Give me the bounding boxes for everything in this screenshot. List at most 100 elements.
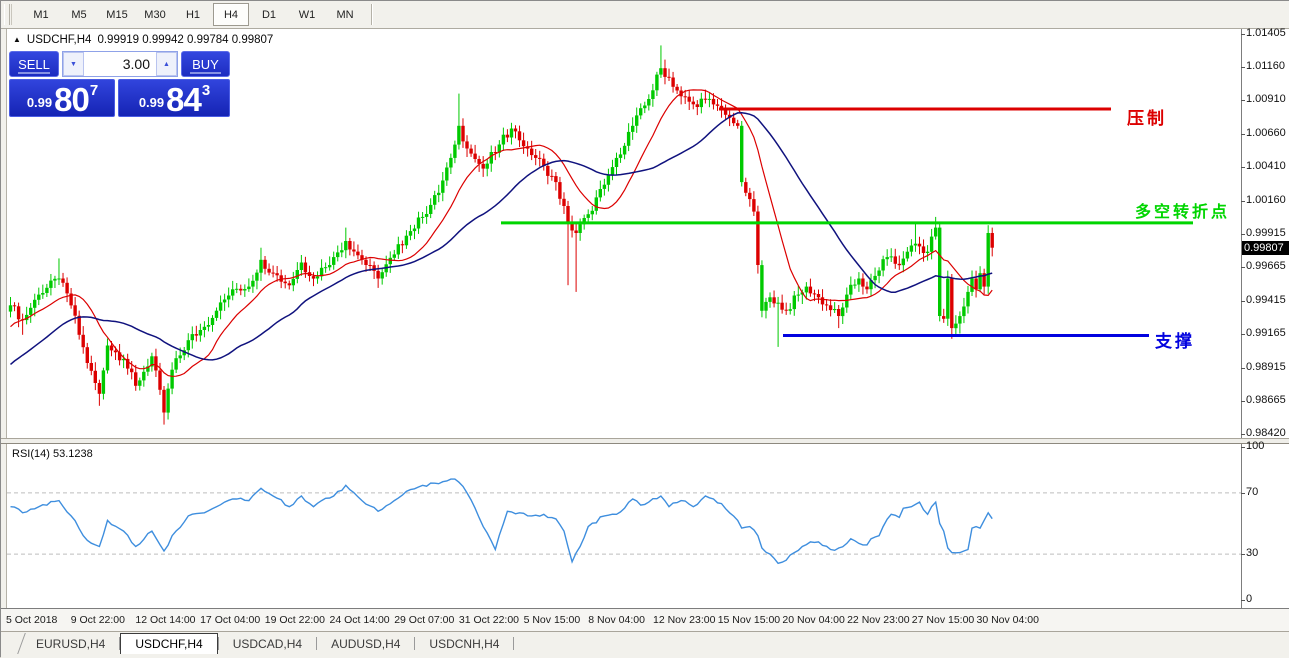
- time-axis-label: 5 Oct 2018: [6, 614, 58, 626]
- buy-price-big: 84: [166, 80, 202, 118]
- collapse-panel-icon[interactable]: ▲: [13, 34, 21, 44]
- rsi-axis-label: 100: [1240, 440, 1265, 452]
- time-axis-label: 19 Oct 22:00: [264, 614, 325, 626]
- buy-price-frac: 0.99: [138, 95, 165, 110]
- toolbar-grip2: [9, 4, 12, 25]
- toolbar-separator: [371, 4, 372, 25]
- time-axis-label: 12 Nov 23:00: [653, 614, 716, 626]
- triangle-down-icon: ▼: [70, 60, 77, 68]
- price-axis-label: 0.99915: [1241, 226, 1286, 239]
- panel-splitter[interactable]: [1, 438, 1289, 444]
- moving-average-fast: [10, 89, 993, 377]
- one-click-trade-panel: SELL ▼ 3.00 ▲ BUY 0.99 80 7 0.9: [9, 51, 230, 117]
- buy-button[interactable]: BUY: [181, 51, 230, 77]
- sell-button-label: SELL: [18, 56, 50, 72]
- price-axis-label: 1.00660: [1241, 126, 1286, 139]
- timeframe-button-h4[interactable]: H4: [213, 3, 249, 26]
- time-axis-label: 20 Nov 04:00: [782, 614, 845, 626]
- price-axis-label: 1.00910: [1241, 93, 1286, 106]
- volume-stepper: ▼ 3.00 ▲: [62, 51, 178, 77]
- price-axis-label: 0.99165: [1241, 327, 1286, 340]
- resistance-label: 压制: [1127, 109, 1167, 128]
- chart-tab-bar: EURUSD,H4 USDCHF,H4 USDCAD,H4 AUDUSD,H4 USDC…: [1, 631, 1289, 658]
- volume-input[interactable]: 3.00: [122, 56, 150, 72]
- triangle-up-icon: ▲: [163, 60, 170, 68]
- buy-price-display[interactable]: 0.99 84 3: [118, 79, 230, 117]
- rsi-axis-label: 0: [1240, 593, 1253, 605]
- timeframe-button-h1[interactable]: H1: [185, 8, 201, 21]
- price-axis-label: 0.98915: [1241, 360, 1286, 373]
- timeframe-button-m15[interactable]: M15: [106, 8, 128, 21]
- timeframe-button-m30[interactable]: M30: [144, 8, 166, 21]
- chart-tabs: EURUSD,H4 USDCHF,H4 USDCAD,H4 AUDUSD,H4 USDC…: [7, 633, 515, 654]
- trade-panel-top-row: SELL ▼ 3.00 ▲ BUY: [9, 51, 230, 77]
- time-axis-label: 17 Oct 04:00: [200, 614, 261, 626]
- time-axis-label: 24 Oct 14:00: [329, 614, 390, 626]
- chart-title: ▲ USDCHF,H4 0.99919 0.99942 0.99784 0.99…: [13, 34, 273, 46]
- tab-separator: [217, 637, 219, 650]
- price-axis-label: 0.98665: [1241, 394, 1286, 407]
- rsi-value: 53.1238: [52, 448, 93, 460]
- volume-increase-button[interactable]: ▲: [156, 52, 177, 76]
- time-axis-label: 9 Oct 22:00: [70, 614, 125, 626]
- timeframe-button-mn[interactable]: MN: [336, 8, 354, 21]
- rsi-line: [10, 478, 993, 565]
- price-axis-label: 1.00160: [1241, 193, 1286, 206]
- symbol-title: USDCHF,H4: [26, 34, 92, 46]
- timeframe-button-m5[interactable]: M5: [71, 8, 87, 21]
- rsi-name: RSI(14): [12, 448, 50, 460]
- candle-bodies: [8, 68, 994, 413]
- time-axis-label: 31 Oct 22:00: [458, 614, 520, 626]
- rsi-indicator-canvas[interactable]: [1, 444, 1241, 608]
- sell-button[interactable]: SELL: [9, 51, 59, 77]
- sell-price-display[interactable]: 0.99 80 7: [9, 79, 115, 117]
- price-axis-label: 1.01405: [1241, 27, 1286, 39]
- chart-background: [7, 29, 1289, 630]
- sell-price-big: 80: [54, 80, 90, 118]
- time-axis-label: 29 Oct 07:00: [394, 614, 455, 626]
- chart-tab-eurusd[interactable]: EURUSD,H4: [36, 636, 106, 651]
- tab-separator: [119, 637, 121, 650]
- timeframe-button-m1[interactable]: M1: [33, 8, 49, 21]
- timeframe-button-w1[interactable]: W1: [298, 8, 316, 21]
- tab-separator: [316, 637, 318, 650]
- pivot-label: 多空转折点: [1135, 204, 1231, 221]
- sell-price-pip: 7: [89, 82, 99, 99]
- price-axis-label: 0.98420: [1241, 426, 1286, 439]
- time-axis-label: 15 Nov 15:00: [717, 614, 781, 626]
- chart-tab-usdcad[interactable]: USDCAD,H4: [232, 636, 303, 651]
- tab-separator: [414, 637, 416, 650]
- price-axis-label: 1.01160: [1241, 59, 1285, 72]
- buy-button-label: BUY: [192, 56, 219, 72]
- chart-tab-usdchf[interactable]: USDCHF,H4: [120, 633, 218, 654]
- buy-underline: [190, 72, 221, 74]
- tab-separator: [513, 637, 515, 650]
- time-axis-label: 8 Nov 04:00: [588, 614, 645, 626]
- window-left-edge: [1, 29, 7, 658]
- timeframe-buttons: M1 M5 M15 M30 H1 H4 D1 W1 MN: [23, 3, 378, 26]
- current-price-label: 0.99807: [1242, 241, 1289, 255]
- chart-tab-audusd[interactable]: AUDUSD,H4: [331, 636, 401, 651]
- sell-price-frac: 0.99: [26, 95, 53, 110]
- volume-decrease-button[interactable]: ▼: [63, 52, 84, 76]
- price-axis-label: 1.00410: [1241, 160, 1286, 173]
- timeframe-toolbar: M1 M5 M15 M30 H1 H4 D1 W1 MN: [1, 1, 1289, 29]
- time-axis[interactable]: 5 Oct 2018 9 Oct 22:00 12 Oct 14:00 17 Oct …: [1, 608, 1289, 631]
- main-chart-canvas[interactable]: [1, 29, 1241, 438]
- buy-price-pip: 3: [201, 82, 211, 99]
- time-axis-label: 22 Nov 23:00: [847, 614, 910, 626]
- ohlc-values: 0.99919 0.99942 0.99784 0.99807: [97, 34, 274, 46]
- time-axis-label: 5 Nov 15:00: [523, 614, 581, 626]
- toolbar-grip[interactable]: [4, 4, 10, 25]
- rsi-axis-label: 70: [1240, 485, 1259, 498]
- price-axis-label: 0.99415: [1241, 293, 1286, 306]
- rsi-indicator-label: RSI(14) 53.1238: [12, 448, 93, 460]
- rsi-axis-label: 30: [1240, 547, 1259, 560]
- time-axis-label: 12 Oct 14:00: [135, 614, 196, 626]
- chart-tab-usdcnh[interactable]: USDCNH,H4: [429, 636, 500, 651]
- timeframe-button-d1[interactable]: D1: [261, 8, 277, 21]
- price-axis-label: 0.99665: [1241, 260, 1286, 273]
- sell-underline: [18, 72, 50, 74]
- price-axis-divider: [1241, 29, 1242, 608]
